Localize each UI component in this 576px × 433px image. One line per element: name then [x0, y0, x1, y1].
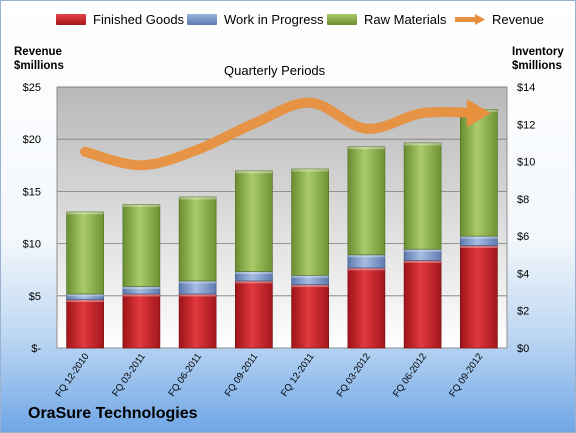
raw-materials-bar [66, 211, 104, 295]
work-in-progress-swatch [187, 14, 217, 25]
category-label: FQ 06-2011 [166, 351, 204, 398]
legend-raw-label: Raw Materials [364, 12, 447, 27]
raw-materials-bar [291, 168, 329, 276]
finished-goods-bar-cap [347, 267, 385, 271]
finished-goods-bar [291, 284, 329, 349]
raw-materials-bar-cap [347, 146, 385, 150]
category-label: FQ 03-2011 [110, 351, 148, 398]
right-tick-label: $8 [517, 194, 529, 206]
legend-revenue-label: Revenue [492, 12, 545, 27]
chart-title: Quarterly Periods [224, 63, 326, 78]
finished-goods-bar [460, 245, 498, 349]
raw-materials-bar-cap [404, 142, 442, 146]
work-in-progress-bar-cap [179, 280, 217, 284]
finished-goods-bar-cap [179, 293, 217, 297]
raw-materials-swatch [327, 14, 357, 25]
work-in-progress-bar-cap [460, 236, 498, 239]
finished-goods-bar [347, 267, 386, 349]
finished-goods-bar [122, 293, 161, 349]
left-tick-label: $20 [23, 134, 41, 146]
category-label: FQ 09-2012 [447, 351, 485, 399]
legend-finished-goods: Finished Goods [56, 12, 184, 27]
finished-goods-bar-cap [460, 245, 498, 248]
finished-goods-bar-cap [291, 284, 329, 288]
right-tick-label: $14 [517, 82, 535, 94]
right-tick-label: $6 [517, 231, 529, 243]
left-tick-label: $10 [23, 239, 41, 251]
left-tick-label: $- [31, 343, 41, 355]
legend-raw-materials: Raw Materials [327, 12, 446, 27]
finished-goods-bar [403, 260, 442, 349]
revenue-line [80, 97, 484, 171]
revenue-swatch [455, 14, 485, 25]
finished-goods-swatch [56, 14, 86, 25]
revenue-line-group [80, 97, 491, 171]
category-label: FQ 12-2010 [53, 351, 91, 399]
work-in-progress-bar-cap [66, 293, 104, 297]
raw-materials-bar-cap [291, 169, 329, 172]
work-in-progress-bar-cap [347, 254, 385, 258]
legend-finished-label: Finished Goods [93, 12, 185, 27]
right-axis-title-line2: $millions [512, 60, 562, 72]
bars [66, 109, 498, 349]
work-in-progress-bar-cap [235, 271, 273, 275]
right-tick-label: $10 [517, 157, 535, 169]
left-tick-label: $5 [29, 291, 41, 303]
finished-goods-bar [235, 280, 273, 349]
category-label: FQ 06-2012 [391, 351, 429, 399]
raw-materials-bar [235, 170, 273, 272]
finished-goods-bar-cap [122, 293, 160, 297]
work-in-progress-bar-cap [404, 249, 442, 252]
right-tick-label: $4 [517, 268, 529, 280]
work-in-progress-bar-cap [122, 286, 160, 289]
left-tick-label: $15 [23, 186, 41, 198]
left-tick-label: $25 [23, 82, 41, 94]
work-in-progress-bar-cap [291, 275, 329, 278]
legend-work-in-progress: Work in Progress [187, 12, 323, 27]
raw-materials-bar [403, 142, 442, 250]
raw-materials-bar-cap [66, 211, 104, 215]
left-axis-ticks: $- $5 $10 $15 $20 $25 [23, 82, 42, 355]
raw-materials-bar [460, 109, 498, 237]
right-tick-label: $12 [517, 119, 535, 131]
raw-materials-bar [178, 196, 217, 282]
finished-goods-bar-cap [404, 260, 442, 263]
left-axis-title-line2: $millions [14, 60, 64, 72]
category-label: FQ 12-2011 [279, 351, 317, 398]
legend: Finished Goods Work in Progress Raw Mate… [40, 12, 544, 34]
category-label: FQ 03-2012 [335, 351, 373, 399]
finished-goods-bar [178, 293, 217, 349]
company-name: OraSure Technologies [28, 405, 198, 422]
finished-goods-bar-cap [66, 299, 104, 303]
legend-wip-label: Work in Progress [224, 12, 324, 27]
raw-materials-bar-cap [179, 196, 217, 200]
raw-materials-bar-cap [122, 204, 160, 207]
finished-goods-bar-cap [235, 280, 273, 284]
revenue-arrowhead [466, 99, 491, 128]
finished-goods-bar [66, 299, 104, 349]
category-label: FQ 09-2011 [223, 351, 261, 398]
right-tick-label: $0 [517, 343, 529, 355]
raw-materials-bar-cap [235, 170, 273, 174]
left-axis-title-line1: Revenue [14, 46, 62, 58]
right-tick-label: $2 [517, 306, 529, 318]
raw-materials-bar [347, 146, 386, 256]
left-axis-title: Revenue $millions [14, 45, 64, 73]
raw-materials-bar [122, 204, 161, 287]
right-axis-ticks: $0 $2 $4 $6 $8 $10 $12 $14 [517, 82, 535, 355]
right-axis-title-line1: Inventory [512, 46, 564, 58]
right-axis-title: Inventory $millions [512, 45, 564, 73]
legend-revenue: Revenue [455, 12, 544, 27]
category-labels: FQ 12-2010 FQ 03-2011 FQ 06-2011 FQ 09-2011… [53, 351, 485, 399]
